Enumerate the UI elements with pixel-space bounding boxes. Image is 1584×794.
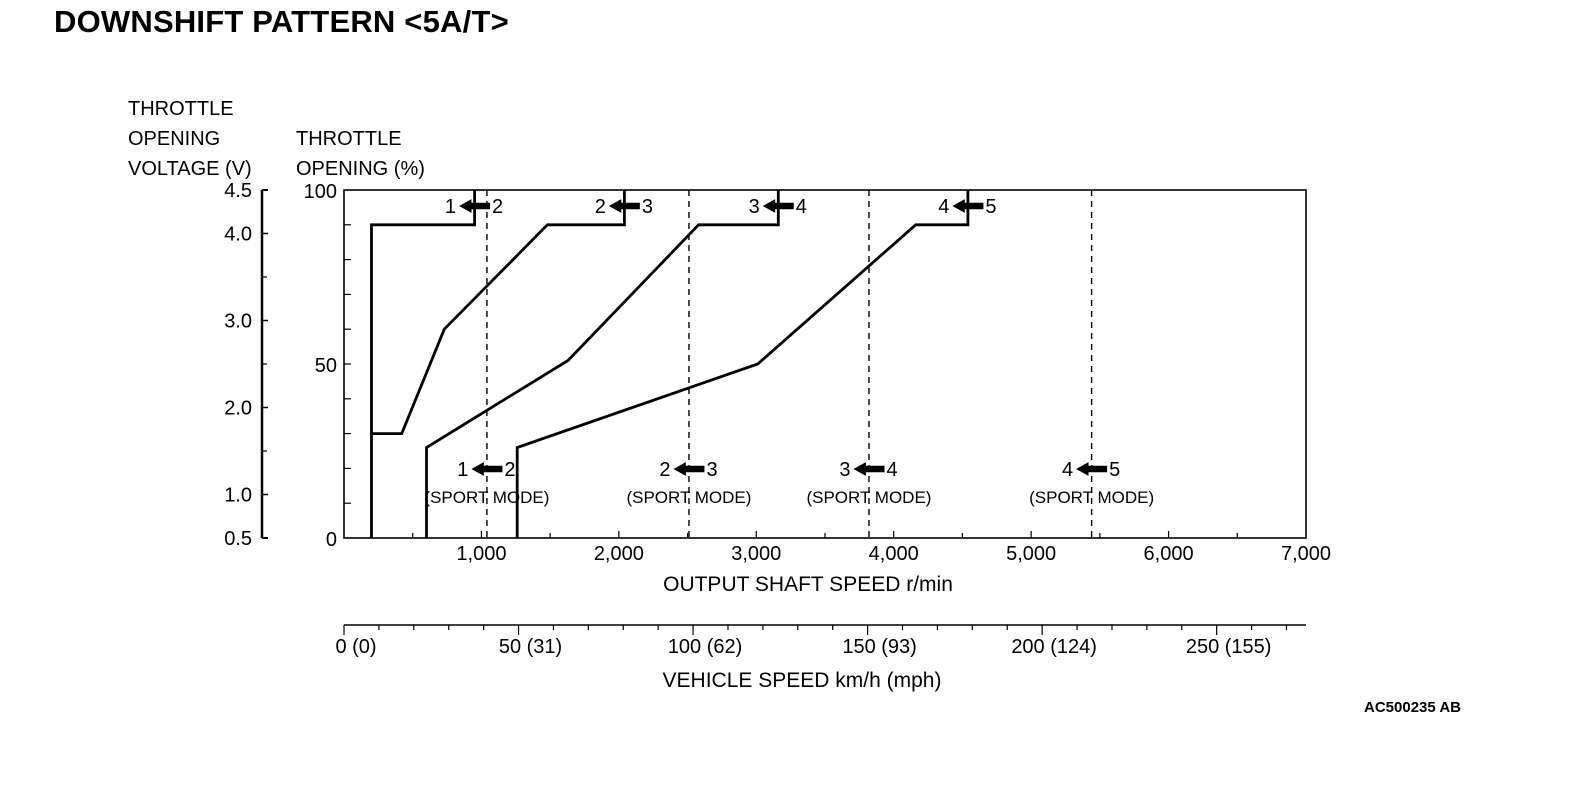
y-tick-label: 0 — [326, 529, 337, 551]
shift-arrow-icon — [608, 199, 640, 213]
shift-arrow-icon — [853, 462, 885, 476]
x-tick-label: 6,000 — [1144, 543, 1194, 565]
shift-labels: 1 2 2 3 3 4 4 5 1 2 (SPORT MODE) 2 3 (SPORT MODE) 3 4 (S… — [424, 196, 1154, 507]
shift-from-label: 1 — [445, 196, 456, 218]
shift-arrow-icon — [673, 462, 705, 476]
plot-ticks: 1,000 2,000 3,000 4,000 5,000 6,000 7,000 0 50 10… — [304, 181, 1331, 596]
throttle-axis-title-line: THROTTLE — [296, 128, 402, 150]
shift-from-label: 4 — [938, 196, 949, 218]
shift-arrow-icon — [952, 199, 984, 213]
shift-to-label: 4 — [886, 459, 897, 481]
shift-line — [371, 190, 626, 436]
shift-to-label: 3 — [642, 196, 653, 218]
voltage-tick-label: 4.5 — [224, 180, 252, 202]
shift-from-label: 3 — [749, 196, 760, 218]
figure-code: AC500235 AB — [1364, 699, 1461, 716]
shift-to-label: 2 — [492, 196, 503, 218]
voltage-tick-label: 3.0 — [224, 311, 252, 333]
shift-from-label: 2 — [659, 459, 670, 481]
shift-line — [425, 190, 780, 538]
page-title: DOWNSHIFT PATTERN <5A/T> — [54, 4, 509, 39]
speed-tick-label: 250 (155) — [1186, 636, 1272, 658]
vehicle-speed-axis-title: VEHICLE SPEED km/h (mph) — [663, 669, 942, 692]
shift-to-label: 3 — [706, 459, 717, 481]
shift-lines — [370, 190, 970, 538]
shift-to-label: 5 — [985, 196, 996, 218]
voltage-axis-title-line: OPENING — [128, 128, 221, 150]
speed-tick-label: 100 (62) — [668, 636, 743, 658]
x-axis-title: OUTPUT SHAFT SPEED r/min — [663, 573, 953, 596]
shift-to-label: 5 — [1109, 459, 1120, 481]
voltage-tick-label: 0.5 — [224, 528, 252, 550]
x-tick-label: 7,000 — [1281, 543, 1331, 565]
voltage-tick-label: 4.0 — [224, 224, 252, 246]
y-tick-label: 50 — [315, 355, 337, 377]
voltage-tick-label: 1.0 — [224, 485, 252, 507]
sport-mode-label: (SPORT MODE) — [1029, 488, 1154, 507]
throttle-axis-title: THROTTLE OPENING (%) — [296, 124, 425, 184]
shift-from-label: 2 — [595, 196, 606, 218]
shift-line — [515, 190, 970, 538]
x-tick-label: 5,000 — [1006, 543, 1056, 565]
speed-tick-label: 0 (0) — [335, 636, 376, 658]
throttle-axis-title-line: OPENING (%) — [296, 158, 425, 180]
speed-tick-label: 150 (93) — [842, 636, 917, 658]
shift-arrow-icon — [1076, 462, 1108, 476]
shift-from-label: 4 — [1062, 459, 1073, 481]
shift-arrow-icon — [762, 199, 794, 213]
shift-arrow-icon — [459, 199, 491, 213]
shift-arrow-icon — [471, 462, 503, 476]
shift-line — [370, 190, 477, 538]
sport-mode-label: (SPORT MODE) — [424, 488, 549, 507]
plot-border — [343, 189, 1307, 539]
x-tick-label: 4,000 — [869, 543, 919, 565]
voltage-tick-label: 2.0 — [224, 398, 252, 420]
x-tick-label: 3,000 — [731, 543, 781, 565]
sport-mode-lines — [486, 190, 1093, 538]
voltage-axis-title-line: THROTTLE — [128, 98, 234, 120]
voltage-axis: 0.5 1.0 2.0 3.0 4.0 4.5 — [224, 180, 268, 550]
sport-mode-label: (SPORT MODE) — [626, 488, 751, 507]
voltage-axis-title: THROTTLE OPENING VOLTAGE (V) — [128, 94, 252, 184]
x-tick-label: 2,000 — [594, 543, 644, 565]
vehicle-speed-axis: 0 (0) 50 (31) 100 (62) 150 (93) 200 (124) 250… — [335, 624, 1306, 692]
speed-tick-label: 50 (31) — [499, 636, 562, 658]
speed-tick-label: 200 (124) — [1011, 636, 1097, 658]
shift-from-label: 3 — [839, 459, 850, 481]
shift-from-label: 1 — [457, 459, 468, 481]
plot-frame — [343, 189, 1307, 539]
shift-to-label: 4 — [796, 196, 807, 218]
sport-mode-label: (SPORT MODE) — [806, 488, 931, 507]
voltage-axis-title-line: VOLTAGE (V) — [128, 158, 252, 180]
x-tick-label: 1,000 — [456, 543, 506, 565]
y-tick-label: 100 — [304, 181, 337, 203]
shift-to-label: 2 — [504, 459, 515, 481]
